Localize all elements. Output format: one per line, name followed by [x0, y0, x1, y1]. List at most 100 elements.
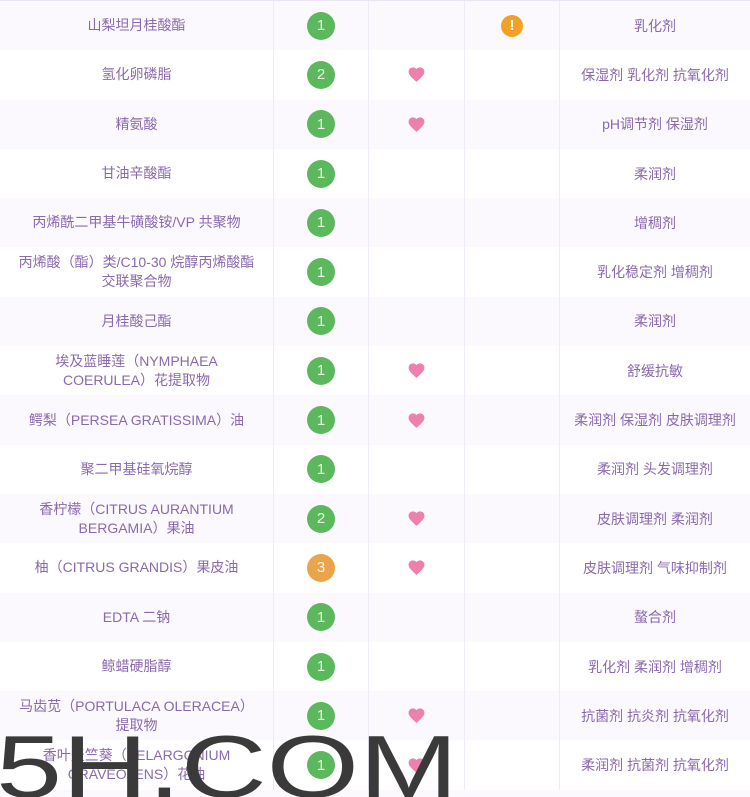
ingredient-name[interactable]: EDTA 二钠: [102, 608, 171, 625]
safety-score-cell: 1: [274, 198, 369, 248]
table-row: 甘油辛酸酯 1 ! 柔润剂: [0, 148, 750, 199]
safety-score-badge: 1: [307, 603, 335, 632]
favorite-cell: [369, 296, 465, 347]
safety-score-cell: 1: [274, 592, 369, 642]
risk-cell: !: [465, 50, 560, 100]
safety-score-cell: 1: [274, 99, 369, 149]
favorite-cell: [369, 247, 465, 297]
ingredient-name[interactable]: 鲸蜡硬脂醇: [101, 658, 172, 674]
heart-icon: [408, 412, 425, 428]
ingredient-functions: 舒缓抗敏: [627, 362, 683, 379]
safety-score-badge: 2: [307, 60, 335, 89]
functions-cell: 皮肤调理剂 气味抑制剂: [560, 543, 750, 592]
functions-cell: 柔润剂 抗菌剂 抗氧化剂: [560, 740, 750, 789]
ingredient-functions: 柔润剂: [634, 165, 676, 182]
risk-cell: !: [465, 592, 560, 642]
ingredient-name[interactable]: 丙烯酰二甲基牛磺酸铵/VP 共聚物: [32, 214, 241, 231]
functions-cell: pH调节剂 保湿剂: [560, 100, 750, 149]
heart-icon: [408, 117, 425, 132]
table-row: 聚二甲基硅氧烷醇 1 ! 柔润剂 头发调理剂: [0, 444, 750, 494]
safety-score-badge: 1: [307, 701, 335, 730]
functions-cell: 柔润剂: [560, 297, 750, 346]
functions-cell: 乳化剂: [560, 1, 750, 50]
ingredient-name[interactable]: 甘油辛酸酯: [101, 165, 172, 182]
risk-cell: !: [465, 198, 560, 248]
functions-cell: 螯合剂: [560, 593, 750, 642]
risk-cell: !: [465, 641, 560, 692]
risk-cell: !: [465, 444, 560, 494]
ingredient-functions: 柔润剂 保湿剂 皮肤调理剂: [574, 412, 736, 429]
favorite-cell: [369, 1, 465, 51]
ingredient-name-cell: 丙烯酰二甲基牛磺酸铵/VP 共聚物: [0, 198, 274, 248]
ingredient-name[interactable]: 精氨酸: [115, 115, 158, 132]
table-row: 月桂酸己酯 1 ! 柔润剂: [0, 296, 750, 347]
ingredient-functions: 乳化剂 柔润剂 增稠剂: [588, 658, 722, 675]
ingredient-name[interactable]: 埃及蓝睡莲（NYMPHAEA COERULEA）花提取物: [55, 352, 218, 388]
table-row: 氢化卵磷脂 2 ! 保湿剂 乳化剂 抗氧化剂: [0, 50, 750, 100]
table-row: 香叶天竺葵（PELARGONIUM GRAVEOLENS）花油 1 ! 柔润剂 …: [0, 740, 750, 790]
table-row: 丙烯酰二甲基牛磺酸铵/VP 共聚物 1 ! 增稠剂: [0, 198, 750, 248]
table-row: 柚（CITRUS GRANDIS）果皮油 3 ! 皮肤调理剂 气味抑制剂: [0, 543, 750, 593]
table-row: 香柠檬（CITRUS AURANTIUM BERGAMIA）果油 2 ! 皮肤调…: [0, 493, 750, 544]
ingredient-name[interactable]: 香柠檬（CITRUS AURANTIUM BERGAMIA）果油: [39, 500, 234, 536]
favorite-cell: [369, 346, 465, 396]
safety-score-badge: 3: [307, 553, 335, 582]
ingredient-name[interactable]: 山梨坦月桂酸酯: [87, 17, 186, 34]
ingredient-functions: 柔润剂: [634, 313, 676, 330]
ingredient-name[interactable]: 聚二甲基硅氧烷醇: [80, 460, 193, 477]
ingredient-name[interactable]: 鳄梨（PERSEA GRATISSIMA）油: [28, 411, 245, 428]
ingredient-name-cell: 山梨坦月桂酸酯: [0, 1, 274, 51]
table-row: EDTA 二钠 1 ! 螯合剂: [0, 592, 750, 642]
ingredient-name-cell: 马齿苋（PORTULACA OLERACEA）提取物: [0, 691, 274, 741]
ingredient-name[interactable]: 香叶天竺葵（PELARGONIUM GRAVEOLENS）花油: [42, 747, 231, 783]
safety-score-badge: 1: [307, 356, 335, 385]
functions-cell: 抗菌剂 抗炎剂 抗氧化剂: [560, 691, 750, 740]
ingredient-functions: 皮肤调理剂 气味抑制剂: [583, 559, 727, 576]
favorite-cell: [369, 148, 465, 199]
safety-score-cell: 2: [274, 493, 369, 544]
safety-score-cell: 1: [274, 740, 369, 790]
ingredient-functions: 螯合剂: [634, 609, 676, 626]
risk-cell: !: [465, 346, 560, 396]
ingredient-name-cell: 氢化卵磷脂: [0, 50, 274, 100]
favorite-cell: [369, 50, 465, 100]
functions-cell: 乳化剂 柔润剂 增稠剂: [560, 642, 750, 691]
functions-cell: 柔润剂 头发调理剂: [560, 445, 750, 494]
ingredient-functions: 柔润剂 抗菌剂 抗氧化剂: [581, 757, 729, 774]
table-row: 马齿苋（PORTULACA OLERACEA）提取物 1 ! 抗菌剂 抗炎剂 抗…: [0, 691, 750, 741]
functions-cell: 乳化稳定剂 增稠剂: [560, 247, 750, 296]
ingredient-functions: 乳化稳定剂 增稠剂: [597, 264, 713, 281]
table-row: 精氨酸 1 ! pH调节剂 保湿剂: [0, 99, 750, 149]
safety-score-cell: 2: [274, 50, 369, 100]
watermark: 5H.COM: [0, 717, 459, 797]
heart-icon: [408, 363, 425, 379]
safety-score-badge: 1: [307, 110, 335, 139]
risk-cell: !: [465, 395, 560, 445]
ingredient-functions: 增稠剂: [634, 214, 676, 231]
ingredient-name[interactable]: 氢化卵磷脂: [101, 66, 172, 83]
risk-cell: !: [465, 691, 560, 741]
ingredient-functions: pH调节剂 保湿剂: [602, 116, 708, 133]
ingredient-name-cell: 甘油辛酸酯: [0, 148, 274, 199]
ingredient-name-cell: 鳄梨（PERSEA GRATISSIMA）油: [0, 395, 274, 445]
favorite-cell: [369, 395, 465, 445]
favorite-cell: [369, 543, 465, 593]
ingredient-name[interactable]: 马齿苋（PORTULACA OLERACEA）提取物: [19, 697, 254, 733]
ingredient-name-cell: EDTA 二钠: [0, 592, 274, 642]
table-row: 鳄梨（PERSEA GRATISSIMA）油 1 ! 柔润剂 保湿剂 皮肤调理剂: [0, 395, 750, 445]
ingredient-name[interactable]: 丙烯酸（酯）类/C10-30 烷醇丙烯酸酯交联聚合物: [18, 254, 255, 290]
safety-score-badge: 2: [307, 504, 335, 533]
table-row: 丙烯酸（酯）类/C10-30 烷醇丙烯酸酯交联聚合物 1 ! 乳化稳定剂 增稠剂: [0, 247, 750, 297]
ingredient-name[interactable]: 月桂酸己酯: [101, 312, 172, 329]
ingredient-name-cell: 精氨酸: [0, 99, 274, 149]
safety-score-cell: 1: [274, 444, 369, 494]
ingredient-name[interactable]: 柚（CITRUS GRANDIS）果皮油: [34, 559, 239, 576]
functions-cell: 皮肤调理剂 柔润剂: [560, 494, 750, 543]
heart-icon: [408, 757, 425, 773]
safety-score-cell: 1: [274, 691, 369, 741]
safety-score-cell: 1: [274, 296, 369, 347]
safety-score-badge: 1: [307, 11, 335, 40]
exclamation-circle-icon: !: [501, 14, 523, 37]
